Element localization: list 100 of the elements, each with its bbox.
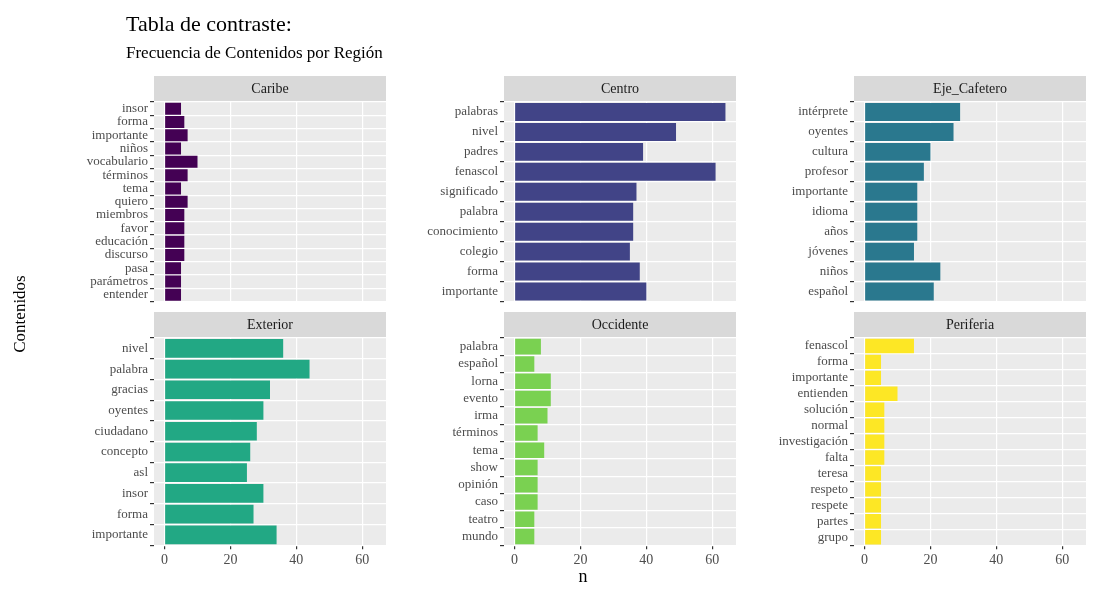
y-tick-label: teatro xyxy=(468,510,498,526)
y-tick-label: gracias xyxy=(111,381,148,397)
y-tick-label: forma xyxy=(116,505,149,521)
y-tick-label: términos xyxy=(102,166,148,182)
x-axis-title: n xyxy=(577,566,589,587)
x-tick-label: 60 xyxy=(355,552,370,568)
y-axis-title: Contenidos xyxy=(10,275,30,353)
bar xyxy=(865,202,918,221)
bar xyxy=(515,122,677,141)
bar xyxy=(165,401,264,420)
y-tick-label: fenascol xyxy=(804,337,849,353)
chart-title: Caribe xyxy=(251,80,289,96)
y-tick-label: significado xyxy=(440,183,498,199)
y-tick-label: oyentes xyxy=(108,401,148,417)
x-tick-label: 20 xyxy=(223,552,238,568)
y-tick-label: investigación xyxy=(778,433,849,449)
y-tick-label: favor xyxy=(120,219,149,235)
y-tick-label: respete xyxy=(811,496,849,512)
y-tick-label: intérprete xyxy=(798,103,849,119)
y-tick-label: importante xyxy=(441,282,499,298)
y-tick-label: oyentes xyxy=(808,123,848,139)
x-tick-label: 0 xyxy=(511,552,519,568)
bar xyxy=(165,421,257,441)
y-tick-label: importante xyxy=(91,526,149,542)
y-tick-label: caso xyxy=(474,493,498,509)
y-tick-label: educación xyxy=(95,233,149,249)
y-tick-label: años xyxy=(824,223,848,239)
text: Tabla de contraste: xyxy=(126,10,293,38)
y-tick-label: palabra xyxy=(459,338,499,354)
bar xyxy=(515,242,630,261)
y-tick-label: nivel xyxy=(472,123,499,139)
bar xyxy=(515,162,716,181)
chart-title: Exterior xyxy=(247,316,294,332)
bar xyxy=(865,142,931,161)
y-tick-label: falta xyxy=(824,448,849,464)
bar xyxy=(165,442,251,462)
bar xyxy=(515,459,538,476)
bar xyxy=(165,484,264,503)
x-tick-label: 20 xyxy=(573,552,588,568)
y-tick-label: irma xyxy=(474,407,499,423)
bar xyxy=(515,511,535,528)
bar xyxy=(865,262,941,281)
bar xyxy=(865,182,918,201)
y-tick-label: forma xyxy=(116,113,149,129)
x-tick-label: 0 xyxy=(161,552,169,568)
bar xyxy=(865,222,918,241)
y-tick-label: palabra xyxy=(459,203,499,219)
y-tick-label: conocimiento xyxy=(427,223,498,239)
chart-title: Periferia xyxy=(945,316,995,332)
y-tick-label: opinión xyxy=(458,476,499,492)
y-tick-label: entienden xyxy=(797,385,849,401)
y-tick-label: ciudadano xyxy=(94,422,148,438)
y-tick-label: show xyxy=(470,458,499,474)
bar xyxy=(515,142,644,161)
x-tick-label: 40 xyxy=(989,552,1004,568)
chart-title: Centro xyxy=(600,80,640,96)
bar xyxy=(515,202,634,221)
bar xyxy=(515,390,551,407)
y-tick-label: jóvenes xyxy=(807,243,848,259)
bar xyxy=(515,528,535,545)
bar xyxy=(865,162,924,181)
bar xyxy=(515,262,640,281)
y-tick-label: insor xyxy=(122,100,149,116)
bar xyxy=(165,359,310,379)
y-tick-label: importante xyxy=(791,369,849,385)
bar xyxy=(865,122,954,141)
y-tick-label: lorna xyxy=(471,372,499,388)
x-tick-label: 60 xyxy=(1055,552,1070,568)
y-tick-label: importante xyxy=(91,126,149,142)
bar xyxy=(515,282,647,301)
y-tick-label: insor xyxy=(122,484,149,500)
y-tick-label: normal xyxy=(811,417,849,433)
y-tick-label: idioma xyxy=(811,203,849,219)
bar xyxy=(515,182,637,201)
chart-title: Occidente xyxy=(591,316,649,332)
y-tick-label: discurso xyxy=(104,246,148,262)
y-tick-label: respeto xyxy=(810,480,848,496)
y-tick-label: padres xyxy=(464,143,498,159)
x-tick-label: 0 xyxy=(861,552,869,568)
y-tick-label: nivel xyxy=(122,339,149,355)
x-tick-label: 40 xyxy=(289,552,304,568)
y-tick-label: fenascol xyxy=(454,163,499,179)
y-tick-label: forma xyxy=(816,353,849,369)
y-tick-label: entender xyxy=(103,286,149,302)
chart-title: Eje_Cafetero xyxy=(933,80,1007,96)
x-tick-label: 60 xyxy=(705,552,720,568)
y-tick-label: quiero xyxy=(114,193,148,209)
bar xyxy=(165,525,277,545)
y-tick-label: palabras xyxy=(454,103,498,119)
y-tick-label: partes xyxy=(816,512,848,528)
bar xyxy=(165,504,254,524)
bar xyxy=(865,242,914,261)
bar xyxy=(165,463,247,482)
y-tick-label: pasa xyxy=(124,259,149,275)
y-tick-label: parámetros xyxy=(90,272,148,288)
x-tick-label: 40 xyxy=(639,552,654,568)
y-tick-label: forma xyxy=(466,263,499,278)
y-tick-label: cultura xyxy=(811,143,849,159)
y-tick-label: palabra xyxy=(109,360,149,376)
y-tick-label: teresa xyxy=(817,464,849,480)
